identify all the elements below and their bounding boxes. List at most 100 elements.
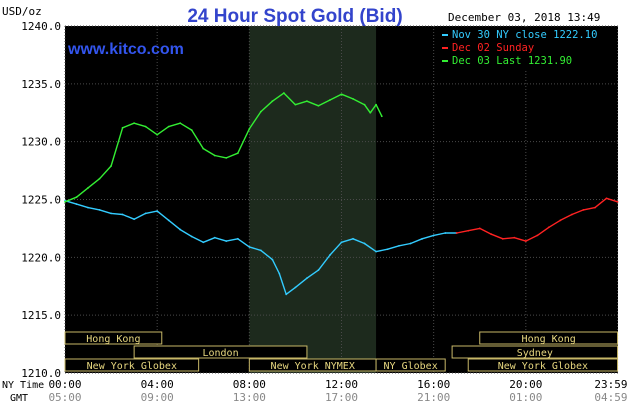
y-tick-label: 1240.0 [21, 20, 61, 33]
series-point [259, 110, 262, 113]
market-session-bar [133, 345, 308, 359]
x-tick-label-gmt: 01:00 [509, 391, 542, 404]
series-point [547, 226, 550, 229]
legend-box [438, 27, 616, 70]
y-axis-label: USD/oz [2, 5, 42, 18]
series-point [594, 206, 596, 209]
market-session-bar [64, 358, 200, 372]
series-point [213, 154, 216, 157]
chart-title: 24 Hour Spot Gold (Bid) [187, 6, 402, 27]
market-session-bar [375, 358, 446, 372]
series-point [490, 233, 493, 236]
series-point [98, 177, 101, 180]
market-session-label: New York Globex [87, 361, 177, 372]
series-point [110, 212, 112, 215]
series-point [179, 228, 182, 231]
series-point [380, 115, 383, 118]
series-point [582, 209, 585, 211]
y-tick-label: 1215.0 [21, 309, 61, 322]
series-point [248, 128, 251, 130]
series-point [352, 97, 354, 100]
x-tick-label-ny: 12:00 [325, 378, 358, 391]
series-point [133, 218, 136, 221]
y-tick-label: 1230.0 [21, 136, 61, 149]
series-point [133, 122, 136, 125]
series-point [236, 152, 239, 155]
series-point [294, 103, 297, 106]
market-session-bar [479, 331, 619, 345]
series-point [144, 125, 147, 128]
series-point [75, 203, 78, 206]
series-point [444, 232, 447, 234]
legend-swatch [442, 47, 448, 49]
series-point [98, 209, 101, 211]
series-point [156, 133, 159, 136]
series-point [369, 111, 372, 114]
series-point [317, 104, 320, 107]
series-point [386, 248, 389, 251]
market-session-label: NY Globex [384, 361, 438, 372]
series-point [179, 122, 182, 125]
series-point [225, 156, 228, 159]
series-point [213, 236, 216, 239]
chart-timestamp: December 03, 2018 13:49 [448, 11, 600, 24]
x-tick-label-ny: 00:00 [48, 378, 81, 391]
series-point [190, 235, 193, 238]
series-point [87, 187, 89, 189]
legend-swatch [442, 60, 448, 62]
series-point [536, 234, 539, 237]
market-session-bar [467, 358, 619, 372]
x-tick-label-gmt: 21:00 [417, 391, 450, 404]
series-point [524, 240, 527, 243]
legend-entry: Dec 03 Last 1231.90 [452, 55, 572, 67]
series-point [167, 219, 170, 222]
series-point [571, 213, 573, 216]
series-point [352, 237, 354, 240]
series-point [64, 200, 66, 203]
series-point [87, 206, 89, 209]
market-session-label: Hong Kong [86, 334, 140, 345]
series-point [121, 126, 124, 129]
series-point [202, 147, 205, 150]
series-point [421, 237, 424, 240]
series-point [144, 212, 147, 215]
watermark-url: www.kitco.com [67, 41, 184, 58]
series-point [478, 227, 481, 230]
gmt-row-label: GMT [10, 393, 28, 404]
series-point [455, 232, 458, 234]
series-point [190, 129, 193, 132]
series-point [559, 219, 562, 222]
x-tick-label-ny: 08:00 [233, 378, 266, 391]
series-point [202, 241, 205, 244]
legend-entry: Dec 02 Sunday [452, 42, 534, 54]
series-point [225, 240, 228, 243]
x-tick-label-ny: 23:59 [594, 378, 627, 391]
market-session-bar [64, 331, 163, 345]
x-tick-label-gmt: 04:59 [594, 391, 627, 404]
series-point [167, 125, 170, 128]
series-point [605, 197, 608, 200]
y-tick-label: 1220.0 [21, 251, 61, 264]
series-point [156, 210, 159, 212]
x-tick-label-ny: 16:00 [417, 378, 450, 391]
series-point [248, 246, 251, 248]
legend-swatch [442, 34, 448, 36]
series-point [409, 242, 412, 245]
series-point [285, 293, 288, 296]
series-line-0 [64, 200, 457, 295]
x-tick-label-ny: 04:00 [141, 378, 174, 391]
series-point [259, 249, 262, 252]
series-point [513, 236, 516, 239]
series-line-2 [64, 92, 383, 203]
ny-time-row-label: NY Time [2, 380, 44, 391]
series-point [340, 93, 343, 96]
series-point [375, 103, 377, 106]
x-tick-label-gmt: 13:00 [233, 391, 266, 404]
series-point [501, 237, 504, 240]
market-session-label: New York NYMEX [271, 361, 355, 372]
series-point [306, 100, 308, 103]
series-point [375, 250, 377, 253]
legend-entry: Nov 30 NY close 1222.10 [452, 29, 597, 41]
series-point [329, 254, 331, 256]
